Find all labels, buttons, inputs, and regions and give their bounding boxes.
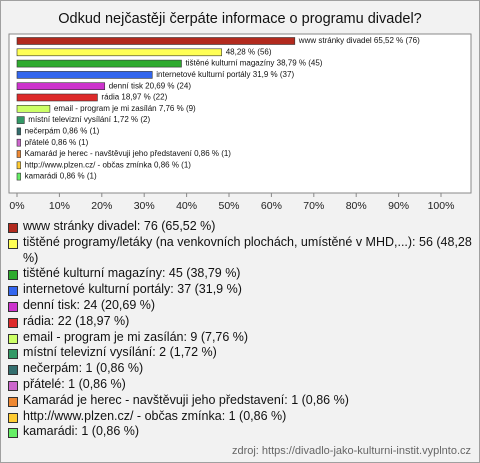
data-label: tištěné kulturní magazíny 38,79 % (45)	[185, 59, 322, 68]
data-label: přátelé 0,86 % (1)	[25, 138, 89, 147]
bar	[16, 172, 21, 181]
legend-swatch	[8, 428, 18, 439]
source: zdroj: https://divadlo-jako-kulturni-ins…	[231, 445, 471, 457]
legend-item: www stránky divadel: 76 (65,52 %)	[7, 219, 473, 235]
bar	[16, 161, 21, 170]
legend-item: kamarádi: 1 (0,86 %)	[7, 424, 473, 440]
data-label: http://www.plzen.cz/ - občas zmínka 0,86…	[25, 160, 192, 169]
legend-label: nečerpám: 1 (0,86 %)	[23, 361, 144, 376]
data-label: rádia 18,97 % (22)	[101, 93, 167, 102]
bar	[16, 127, 21, 136]
legend-label: tištěné kulturní magazíny: 45 (38,79 %)	[23, 266, 241, 281]
data-label: www stránky divadel 65,52 % (76)	[298, 36, 420, 45]
legend-item: nečerpám: 1 (0,86 %)	[7, 361, 473, 377]
legend-swatch	[8, 380, 18, 391]
legend-swatch	[8, 270, 18, 281]
bar	[16, 71, 153, 79]
legend-swatch	[8, 396, 18, 407]
legend-swatch	[8, 286, 18, 297]
x-tick-label: 30%	[134, 200, 155, 212]
legend-item: email - program je mi zasílán: 9 (7,76 %…	[7, 330, 473, 346]
data-label: nečerpám 0,86 % (1)	[25, 127, 100, 136]
x-tick-label: 10%	[49, 200, 70, 212]
data-label: email - program je mi zasílán 7,76 % (9)	[54, 104, 196, 113]
legend-swatch	[8, 317, 18, 328]
x-tick-label: 60%	[261, 200, 282, 212]
legend-label: http://www.plzen.cz/ - občas zmínka: 1 (…	[23, 408, 287, 423]
legend-swatch	[8, 223, 18, 233]
legend-swatch	[8, 333, 18, 344]
legend-swatch	[8, 301, 18, 312]
legend-swatch	[8, 412, 18, 423]
data-label: místní televizní vysílání 1,72 % (2)	[28, 115, 150, 124]
legend-item: denní tisk: 24 (20,69 %)	[7, 298, 473, 314]
legend-item: rádia: 22 (18,97 %)	[7, 314, 473, 330]
x-tick-label: 100%	[428, 200, 455, 212]
x-tick-label: 40%	[176, 200, 197, 212]
bar	[16, 82, 106, 90]
data-label: denní tisk 20,69 % (24)	[109, 81, 192, 90]
bar	[16, 116, 25, 124]
legend-item: tištěné kulturní magazíny: 45 (38,79 %)	[7, 266, 473, 282]
bar	[16, 150, 21, 158]
x-tick-label: 50%	[218, 200, 239, 212]
legend-item: tištěné programy/letáky (na venkovních p…	[7, 235, 473, 267]
legend-item: Kamarád je herec - navštěvuji jeho předs…	[7, 393, 473, 409]
legend-label: denní tisk: 24 (20,69 %)	[23, 297, 156, 312]
legend-item: přátelé: 1 (0,86 %)	[7, 377, 473, 393]
data-label: 48,28 % (56)	[226, 47, 272, 56]
x-tick-label: 70%	[303, 200, 324, 212]
legend-item: internetové kulturní portály: 37 (31,9 %…	[7, 282, 473, 298]
chart-title: Odkud nejčastěji čerpáte informace o pro…	[58, 11, 422, 27]
legend-swatch	[8, 349, 18, 360]
data-label: internetové kulturní portály 31,9 % (37)	[156, 70, 294, 79]
legend-swatch	[8, 238, 18, 249]
chart: Odkud nejčastěji čerpáte informace o pro…	[8, 11, 472, 212]
legend-label: internetové kulturní portály: 37 (31,9 %…	[23, 282, 242, 297]
legend-label: rádia: 22 (18,97 %)	[23, 313, 130, 328]
legend-label: přátelé: 1 (0,86 %)	[23, 376, 126, 391]
bar	[16, 105, 51, 113]
data-label: Kamarád je herec - navštěvuji jeho předs…	[25, 149, 232, 158]
legend: www stránky divadel: 76 (65,52 %) tištěné…	[7, 219, 473, 440]
legend-swatch	[8, 365, 18, 376]
legend-label: tištěné programy/letáky (na venkovních p…	[23, 234, 472, 265]
legend-label: Kamarád je herec - navštěvuji jeho předs…	[23, 392, 349, 407]
x-tick-label: 20%	[91, 200, 112, 212]
bar	[16, 37, 296, 45]
legend-label: kamarádi: 1 (0,86 %)	[23, 424, 140, 439]
bar	[16, 48, 223, 57]
x-tick-label: 90%	[388, 200, 409, 212]
data-label: kamarádi 0,86 % (1)	[25, 172, 97, 181]
bar	[16, 138, 21, 147]
x-tick-label: 80%	[346, 200, 367, 212]
bar	[16, 93, 98, 102]
legend-item: místní televizní vysílání: 2 (1,72 %)	[7, 345, 473, 361]
legend-label: www stránky divadel: 76 (65,52 %)	[23, 219, 216, 233]
bar	[16, 59, 182, 68]
x-tick-label: 0%	[9, 200, 24, 212]
legend-label: místní televizní vysílání: 2 (1,72 %)	[23, 345, 217, 360]
legend-item: http://www.plzen.cz/ - občas zmínka: 1 (…	[7, 409, 473, 425]
legend-label: email - program je mi zasílán: 9 (7,76 %…	[23, 329, 249, 344]
